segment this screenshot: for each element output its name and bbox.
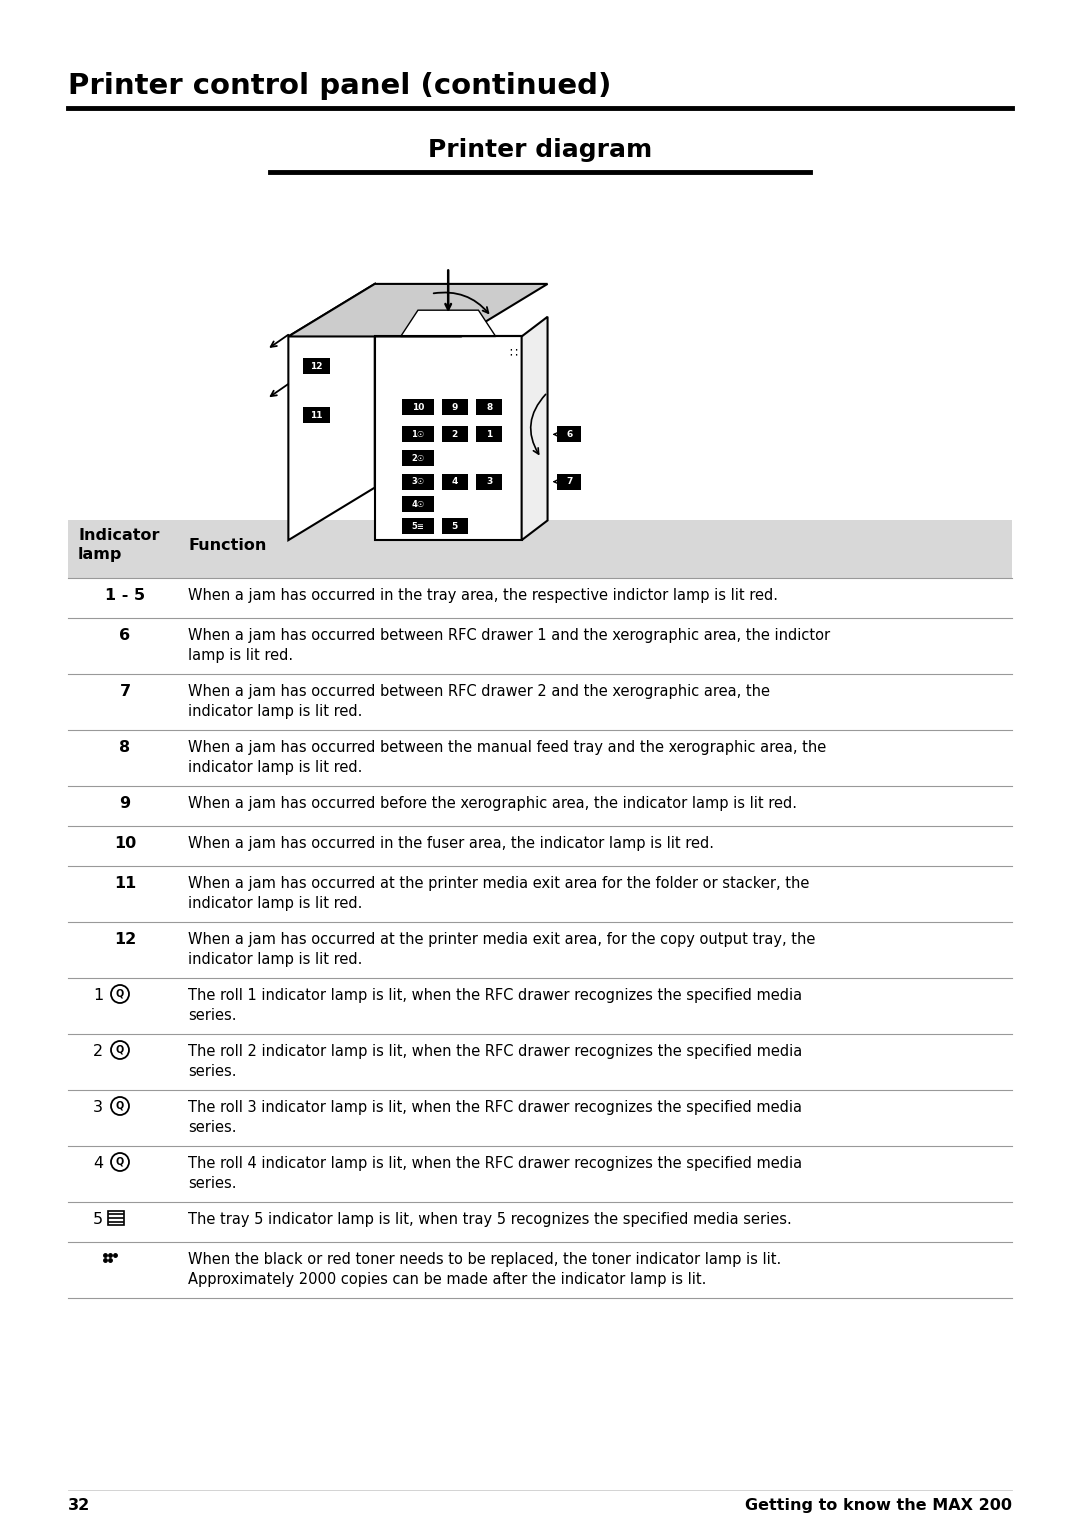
Text: 11: 11: [113, 876, 136, 891]
Text: 2☉: 2☉: [411, 454, 424, 463]
Text: When a jam has occurred at the printer media exit area, for the copy output tray: When a jam has occurred at the printer m…: [188, 932, 815, 967]
Text: 9: 9: [451, 402, 458, 411]
Text: Indicator
lamp: Indicator lamp: [78, 529, 160, 562]
Bar: [476, 426, 502, 442]
Bar: [403, 474, 433, 489]
Text: Function: Function: [188, 538, 267, 553]
Text: 32: 32: [68, 1497, 91, 1513]
Text: 1: 1: [486, 429, 492, 439]
Text: The tray 5 indicator lamp is lit, when tray 5 recognizes the specified media ser: The tray 5 indicator lamp is lit, when t…: [188, 1212, 792, 1227]
Text: When a jam has occurred before the xerographic area, the indicator lamp is lit r: When a jam has occurred before the xerog…: [188, 796, 797, 811]
Text: Q: Q: [116, 1157, 124, 1167]
Text: 3: 3: [486, 477, 492, 486]
Bar: [303, 408, 329, 423]
Text: 10: 10: [411, 402, 424, 411]
Bar: [303, 358, 329, 374]
Text: 2: 2: [93, 1044, 103, 1059]
Text: 6: 6: [566, 429, 572, 439]
Text: 4☉: 4☉: [411, 500, 424, 509]
Polygon shape: [401, 310, 496, 336]
Text: ∷: ∷: [509, 347, 517, 359]
Text: 10: 10: [113, 836, 136, 851]
Text: 5: 5: [93, 1212, 103, 1227]
Text: 4: 4: [451, 477, 458, 486]
Text: Printer diagram: Printer diagram: [428, 138, 652, 162]
Text: When a jam has occurred between the manual feed tray and the xerographic area, t: When a jam has occurred between the manu…: [188, 740, 826, 775]
Text: 7: 7: [566, 477, 572, 486]
Bar: [403, 518, 433, 535]
Text: 8: 8: [486, 402, 492, 411]
Text: When a jam has occurred between RFC drawer 2 and the xerographic area, the
indic: When a jam has occurred between RFC draw…: [188, 685, 770, 718]
Bar: [442, 426, 468, 442]
Text: When a jam has occurred at the printer media exit area for the folder or stacker: When a jam has occurred at the printer m…: [188, 876, 809, 911]
Text: When the black or red toner needs to be replaced, the toner indicator lamp is li: When the black or red toner needs to be …: [188, 1251, 781, 1287]
Bar: [108, 1212, 124, 1225]
Text: Getting to know the MAX 200: Getting to know the MAX 200: [745, 1497, 1012, 1513]
Text: 5: 5: [451, 523, 458, 530]
Text: When a jam has occurred between RFC drawer 1 and the xerographic area, the indic: When a jam has occurred between RFC draw…: [188, 628, 831, 663]
Bar: [442, 518, 468, 535]
Text: 3: 3: [93, 1100, 103, 1115]
Text: The roll 3 indicator lamp is lit, when the RFC drawer recognizes the specified m: The roll 3 indicator lamp is lit, when t…: [188, 1100, 802, 1135]
Bar: [476, 474, 502, 489]
Text: 4: 4: [93, 1157, 103, 1170]
Bar: [557, 426, 581, 442]
Text: 5≡: 5≡: [411, 523, 424, 530]
Text: The roll 2 indicator lamp is lit, when the RFC drawer recognizes the specified m: The roll 2 indicator lamp is lit, when t…: [188, 1044, 802, 1079]
Bar: [442, 399, 468, 416]
Text: 6: 6: [120, 628, 131, 643]
Bar: [403, 497, 433, 512]
Bar: [68, 520, 1012, 578]
Bar: [403, 399, 433, 416]
Text: 9: 9: [120, 796, 131, 811]
Text: 7: 7: [120, 685, 131, 698]
Text: Q: Q: [116, 989, 124, 999]
Polygon shape: [288, 284, 548, 336]
Text: When a jam has occurred in the tray area, the respective indictor lamp is lit re: When a jam has occurred in the tray area…: [188, 588, 778, 604]
Bar: [403, 451, 433, 466]
Text: Q: Q: [116, 1045, 124, 1054]
Text: Printer control panel (continued): Printer control panel (continued): [68, 72, 611, 99]
Polygon shape: [288, 284, 375, 539]
Text: When a jam has occurred in the fuser area, the indicator lamp is lit red.: When a jam has occurred in the fuser are…: [188, 836, 714, 851]
Text: 1: 1: [93, 989, 103, 1002]
Text: The roll 1 indicator lamp is lit, when the RFC drawer recognizes the specified m: The roll 1 indicator lamp is lit, when t…: [188, 989, 802, 1022]
Text: 3☉: 3☉: [411, 477, 424, 486]
Bar: [403, 426, 433, 442]
Polygon shape: [522, 316, 548, 539]
Text: 11: 11: [310, 411, 323, 420]
Text: 1 - 5: 1 - 5: [105, 588, 145, 604]
Bar: [557, 474, 581, 489]
Text: Q: Q: [116, 1102, 124, 1111]
Text: 12: 12: [310, 362, 323, 370]
Text: 2: 2: [451, 429, 458, 439]
Text: 8: 8: [120, 740, 131, 755]
Bar: [442, 474, 468, 489]
Polygon shape: [375, 336, 522, 539]
Text: 12: 12: [113, 932, 136, 947]
Text: The roll 4 indicator lamp is lit, when the RFC drawer recognizes the specified m: The roll 4 indicator lamp is lit, when t…: [188, 1157, 802, 1190]
Text: 1☉: 1☉: [411, 429, 424, 439]
Bar: [476, 399, 502, 416]
